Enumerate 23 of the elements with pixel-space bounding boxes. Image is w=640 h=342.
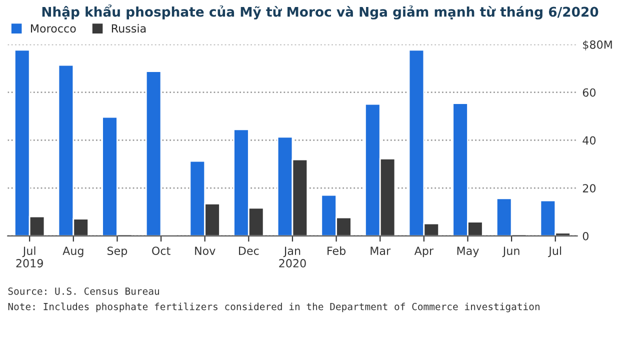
x-tick-label: Jan 2020 bbox=[279, 246, 306, 268]
text: Note: Includes phosphate fertilizers considered in the Department of Commerce investigation bbox=[8, 302, 540, 312]
y-tick-label: 0 bbox=[582, 232, 588, 240]
y-tick-label: 60 bbox=[582, 88, 596, 97]
x-tick-label: Nov bbox=[195, 246, 216, 255]
x-tick-label: Feb bbox=[328, 246, 346, 255]
x-tick-label: Jun bbox=[502, 246, 520, 258]
legend-label: Morocco bbox=[30, 24, 76, 33]
x-tick-label: Apr bbox=[414, 246, 434, 258]
x-tick-label: May bbox=[457, 246, 479, 258]
x-tick-label: Jul 2019 bbox=[16, 246, 43, 268]
x-tick-label: Oct bbox=[152, 246, 170, 255]
x-tick-label: Aug bbox=[62, 246, 84, 258]
y-tick-label: $80M bbox=[583, 40, 612, 50]
x-tick-label: Jul bbox=[548, 246, 562, 258]
legend-label: Russia bbox=[112, 24, 146, 33]
chart-title: Nhập khẩu phosphate của Mỹ từ Moroc và Nga giảm mạnh từ tháng 6/2020 bbox=[42, 4, 598, 20]
x-tick-label: Sep bbox=[107, 246, 128, 258]
y-tick-label: 20 bbox=[582, 184, 596, 192]
source-note: Source: U.S. Census Bureau bbox=[8, 288, 159, 295]
x-tick-label: Mar bbox=[370, 246, 391, 255]
x-tick-label: Dec bbox=[239, 246, 259, 255]
y-tick-label: 40 bbox=[582, 136, 596, 145]
